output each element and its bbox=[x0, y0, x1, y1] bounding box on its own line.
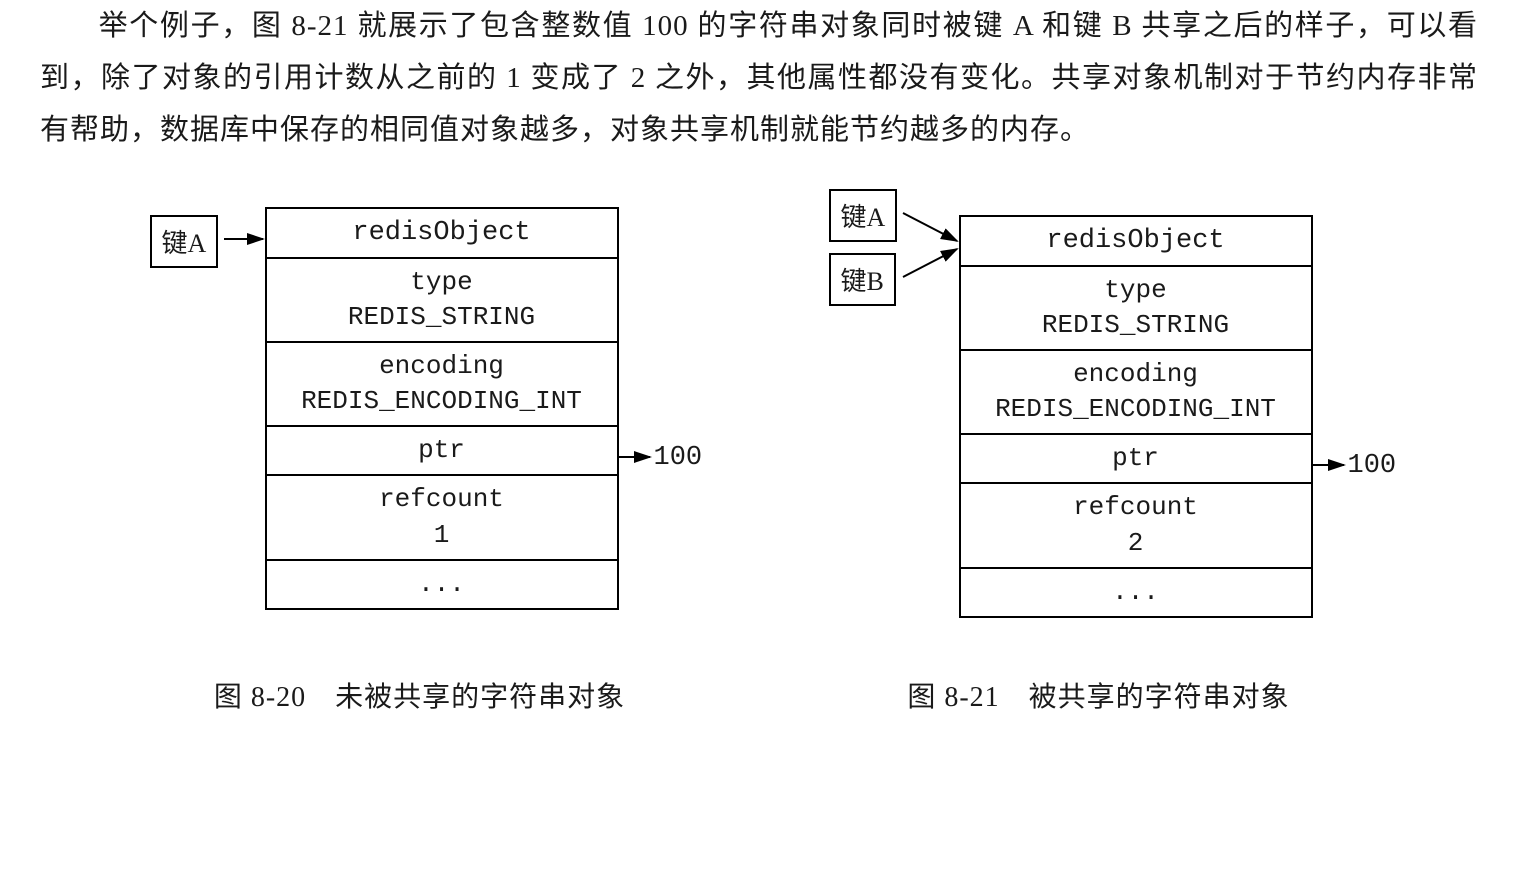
figure-8-20-canvas: 键AredisObjecttype REDIS_STRINGencoding R… bbox=[120, 187, 720, 657]
figure-8-20-caption: 图 8-20 未被共享的字符串对象 bbox=[120, 675, 720, 715]
arrows-svg bbox=[120, 187, 720, 657]
figure-8-21-caption: 图 8-21 被共享的字符串对象 bbox=[799, 675, 1399, 715]
paragraph-text: 举个例子，图 8-21 就展示了包含整数值 100 的字符串对象同时被键 A 和… bbox=[40, 0, 1478, 157]
figure-8-21-canvas: 键A键BredisObjecttype REDIS_STRINGencoding… bbox=[799, 187, 1399, 657]
arrows-svg bbox=[799, 187, 1399, 657]
figure-8-21: 键A键BredisObjecttype REDIS_STRINGencoding… bbox=[799, 187, 1399, 747]
figures-row: 键AredisObjecttype REDIS_STRINGencoding R… bbox=[40, 187, 1478, 747]
figure-8-20: 键AredisObjecttype REDIS_STRINGencoding R… bbox=[120, 187, 720, 747]
